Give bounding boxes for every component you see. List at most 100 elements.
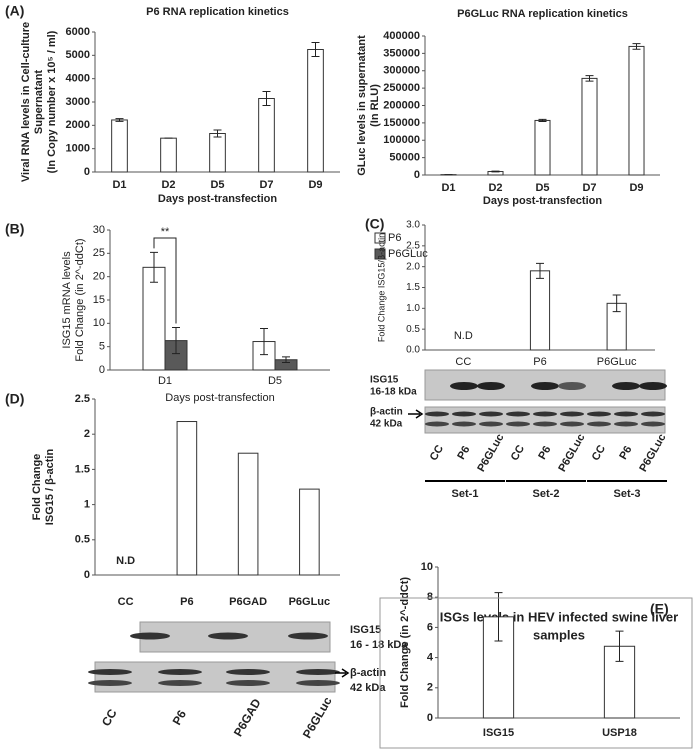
band — [226, 669, 270, 675]
chart-title: ISGs levels in HEV infected swine liver — [440, 609, 678, 624]
lane-label: CC — [428, 443, 446, 463]
lane-label: P6 — [617, 444, 634, 462]
bar — [258, 98, 275, 173]
blot-actin — [94, 661, 336, 693]
band — [558, 382, 586, 390]
y-axis-label: Fold Change (in 2^-ddCt) — [399, 577, 411, 708]
y-tick-label: 2.5 — [75, 393, 90, 405]
y-tick-label: 6000 — [66, 26, 90, 38]
x-tick-label: D7 — [259, 179, 273, 191]
error-bar — [150, 251, 158, 283]
significance: ** — [161, 226, 170, 238]
band — [130, 632, 170, 640]
chart-title: P6 RNA replication kinetics — [146, 6, 289, 18]
bar — [299, 488, 320, 576]
y-tick-label: 0 — [414, 169, 420, 181]
y-tick-label: 2.0 — [406, 261, 420, 272]
lane-label: CC — [99, 706, 120, 728]
x-tick-label: D1 — [158, 375, 172, 387]
bar — [209, 133, 226, 173]
y-axis-label: Fold Change (in 2^-ddCt) — [74, 238, 86, 361]
y-axis-label: ISG15 / β-actin — [44, 449, 56, 526]
y-tick-label: 1.5 — [75, 463, 90, 475]
band — [614, 421, 638, 427]
y-tick-label: 2.5 — [406, 240, 420, 251]
x-tick-label: D5 — [535, 182, 549, 194]
y-tick-label: 1.5 — [406, 282, 420, 293]
y-tick-label: 10 — [93, 317, 105, 329]
panel-label: (E) — [650, 601, 669, 617]
y-axis-label: GLuc levels in supernatant — [356, 35, 368, 176]
blot-label: 42 kDa — [370, 419, 403, 430]
y-tick-label: 250000 — [383, 82, 420, 94]
bar — [307, 49, 324, 173]
chart-title: P6GLuc RNA replication kinetics — [457, 8, 628, 20]
legend-swatch — [374, 248, 386, 260]
bar — [176, 421, 198, 576]
x-tick-label: P6GAD — [229, 596, 267, 608]
y-tick-label: 350000 — [383, 47, 420, 59]
blot-label: β-actin — [350, 667, 386, 679]
legend-label: P6GLuc — [388, 248, 428, 260]
x-tick-label: CC — [455, 356, 471, 368]
band — [641, 421, 665, 427]
lane-label: P6GAD — [231, 696, 264, 739]
error-bar — [115, 118, 124, 122]
lane-label: P6 — [455, 444, 472, 462]
bar — [160, 137, 177, 173]
error-bar — [615, 630, 624, 662]
band — [425, 411, 449, 417]
band — [452, 411, 476, 417]
band — [296, 669, 340, 675]
na-label: N.D — [454, 330, 473, 342]
error-bar — [585, 75, 594, 82]
y-axis-label: (In RLU) — [369, 84, 381, 127]
y-tick-label: 0 — [84, 569, 90, 581]
lane-label: P6GLuc — [475, 432, 506, 474]
band — [425, 421, 449, 427]
band — [452, 421, 476, 427]
y-axis-label: ISG15 mRNA levels — [61, 251, 73, 349]
x-tick-label: P6 — [533, 356, 546, 368]
band — [639, 382, 667, 390]
band — [226, 680, 270, 686]
x-tick-label: D2 — [161, 179, 175, 191]
x-tick-label: D9 — [308, 179, 322, 191]
y-tick-label: 25 — [93, 247, 105, 259]
band — [587, 411, 611, 417]
band — [560, 421, 584, 427]
legend-label: P6 — [388, 232, 401, 244]
bar — [237, 452, 259, 576]
arrow — [335, 668, 350, 678]
arrow — [408, 409, 424, 419]
error-bar — [491, 170, 500, 173]
na-label: N.D — [116, 555, 135, 567]
x-tick-label: D9 — [629, 182, 643, 194]
blot-label: 16 - 18 kDa — [350, 639, 408, 651]
error-bar — [282, 356, 290, 364]
y-tick-label: 1000 — [66, 143, 90, 155]
y-tick-label: 1.0 — [406, 303, 420, 314]
x-axis-label: Days post-transfection — [158, 193, 277, 205]
band — [533, 421, 557, 427]
x-tick-label: D5 — [210, 179, 224, 191]
y-axis-label: Fold Change — [31, 454, 43, 521]
band — [479, 421, 503, 427]
x-tick-label: USP18 — [602, 727, 637, 739]
y-tick-label: 15 — [93, 294, 105, 306]
x-tick-label: D1 — [441, 182, 455, 194]
band — [612, 382, 640, 390]
blot-actin — [424, 406, 666, 434]
panel-label: (B) — [5, 221, 24, 237]
y-tick-label: 0.5 — [75, 534, 90, 546]
band — [477, 382, 505, 390]
x-tick-label: P6GLuc — [597, 356, 637, 368]
y-tick-label: 6 — [427, 621, 433, 633]
error-bar — [213, 129, 222, 138]
y-axis-label: Fold Change ISG15/β-actin — [376, 233, 386, 342]
set-label: Set-3 — [614, 488, 641, 500]
y-tick-label: 400000 — [383, 30, 420, 42]
bar — [628, 45, 645, 176]
error-bar — [311, 42, 320, 57]
